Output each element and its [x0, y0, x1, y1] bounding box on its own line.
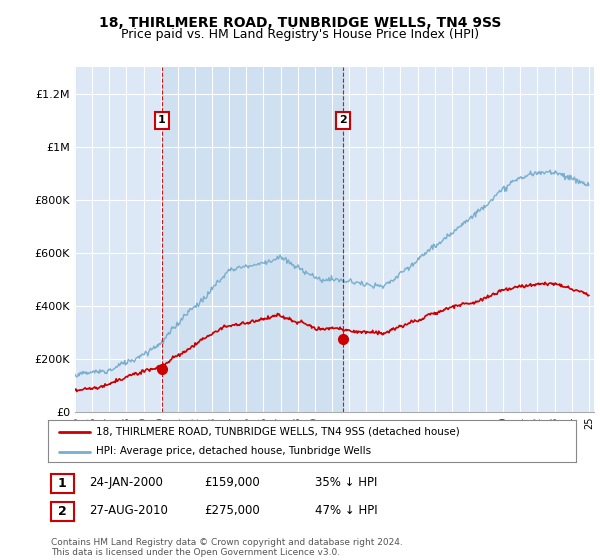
Text: 18, THIRLMERE ROAD, TUNBRIDGE WELLS, TN4 9SS (detached house): 18, THIRLMERE ROAD, TUNBRIDGE WELLS, TN4…	[95, 427, 459, 437]
Text: 35% ↓ HPI: 35% ↓ HPI	[315, 476, 377, 489]
Text: £159,000: £159,000	[204, 476, 260, 489]
Text: 2: 2	[339, 115, 347, 125]
Text: Contains HM Land Registry data © Crown copyright and database right 2024.
This d: Contains HM Land Registry data © Crown c…	[51, 538, 403, 557]
Text: 18, THIRLMERE ROAD, TUNBRIDGE WELLS, TN4 9SS: 18, THIRLMERE ROAD, TUNBRIDGE WELLS, TN4…	[99, 16, 501, 30]
Text: 1: 1	[58, 477, 67, 490]
Text: £275,000: £275,000	[204, 504, 260, 517]
Text: 47% ↓ HPI: 47% ↓ HPI	[315, 504, 377, 517]
Text: 27-AUG-2010: 27-AUG-2010	[89, 504, 167, 517]
Text: HPI: Average price, detached house, Tunbridge Wells: HPI: Average price, detached house, Tunb…	[95, 446, 371, 456]
Text: 24-JAN-2000: 24-JAN-2000	[89, 476, 163, 489]
Text: 1: 1	[158, 115, 166, 125]
Text: Price paid vs. HM Land Registry's House Price Index (HPI): Price paid vs. HM Land Registry's House …	[121, 28, 479, 41]
Text: 2: 2	[58, 505, 67, 518]
Bar	[162, 67, 343, 412]
